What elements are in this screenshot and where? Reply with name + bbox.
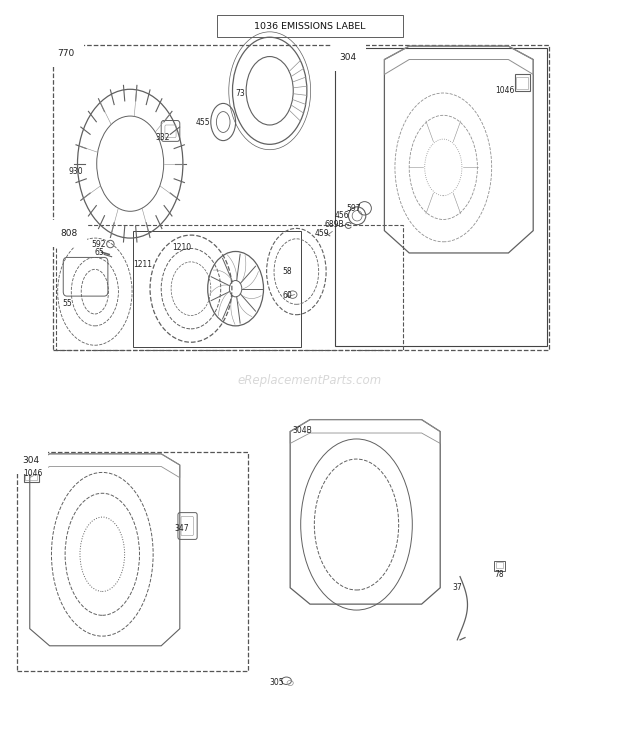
Text: 456: 456 (335, 211, 350, 220)
Text: 304: 304 (340, 53, 357, 62)
Text: 1046: 1046 (24, 469, 43, 478)
Text: 1046: 1046 (495, 86, 514, 95)
Text: 455: 455 (195, 118, 210, 127)
Text: 1210: 1210 (172, 243, 192, 251)
Bar (496, 562, 503, 568)
Text: 60: 60 (283, 291, 293, 300)
Bar (25, 468, 37, 480)
Text: 73: 73 (236, 89, 246, 97)
Text: 592: 592 (92, 240, 106, 248)
Bar (56, 225, 403, 350)
Text: 808: 808 (61, 229, 78, 238)
Text: 55: 55 (62, 299, 72, 308)
Text: 770: 770 (58, 49, 75, 58)
Text: 304: 304 (22, 456, 40, 465)
Text: eReplacementParts.com: eReplacementParts.com (238, 374, 382, 388)
Text: 597: 597 (346, 204, 361, 213)
Bar (516, 77, 528, 89)
Bar (515, 74, 530, 91)
Text: 37: 37 (453, 583, 463, 592)
Bar (17, 452, 248, 671)
Text: 1036 EMISSIONS LABEL: 1036 EMISSIONS LABEL (254, 22, 366, 31)
Text: 304B: 304B (293, 426, 312, 434)
Bar (133, 231, 301, 347)
Text: 332: 332 (155, 133, 169, 142)
Bar (335, 48, 547, 346)
Text: 1211: 1211 (133, 260, 153, 269)
Bar (24, 466, 39, 482)
Text: 305: 305 (270, 679, 285, 687)
Text: 930: 930 (68, 167, 83, 176)
Text: 347: 347 (175, 524, 190, 533)
Bar (217, 15, 403, 37)
Text: 65: 65 (94, 248, 104, 257)
Text: 689B: 689B (325, 220, 345, 229)
Text: 459: 459 (315, 229, 330, 238)
Bar (53, 45, 549, 350)
Text: 78: 78 (495, 570, 505, 579)
Bar (494, 561, 505, 571)
Text: 58: 58 (283, 267, 293, 276)
